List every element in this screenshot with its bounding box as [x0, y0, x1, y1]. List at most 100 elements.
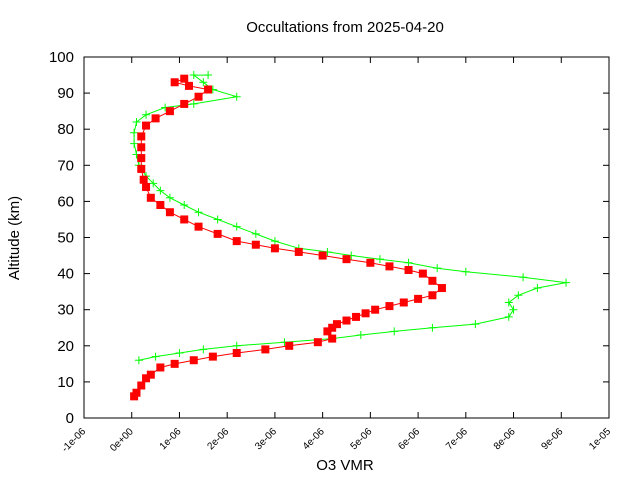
data-point	[189, 99, 198, 108]
data-point	[180, 201, 189, 210]
data-point	[332, 320, 341, 329]
data-point	[504, 312, 513, 321]
x-tick-label: 9e-06	[540, 426, 566, 452]
x-tick-label: 3e-06	[253, 426, 279, 452]
y-axis: 0 10 20 30 40 50 60 70 80 90 100	[49, 49, 609, 427]
data-point	[194, 208, 203, 217]
data-point	[189, 71, 198, 80]
y-tick-label: 0	[66, 410, 74, 427]
data-point	[199, 78, 208, 87]
data-point	[371, 305, 380, 314]
data-point	[180, 74, 189, 83]
data-point	[180, 215, 189, 224]
data-point	[185, 81, 193, 90]
y-tick-label: 50	[57, 230, 74, 247]
y-axis-label: Altitude (km)	[6, 196, 23, 280]
x-tick-label: 1e-06	[158, 426, 184, 452]
y-tick-label: 60	[57, 193, 74, 210]
x-axis-label: O3 VMR	[316, 457, 374, 474]
data-point	[562, 278, 571, 287]
data-point	[213, 229, 222, 238]
data-point	[232, 222, 241, 231]
data-point	[199, 345, 208, 354]
data-point	[137, 143, 146, 152]
series-1	[130, 74, 446, 401]
series-line	[133, 74, 567, 361]
data-point	[270, 244, 279, 253]
y-tick-label: 10	[57, 374, 74, 391]
data-point	[251, 240, 260, 249]
y-tick-label: 90	[57, 85, 74, 102]
x-tick-label: 1e-05	[587, 426, 613, 452]
data-point	[414, 294, 423, 303]
data-point	[175, 349, 184, 358]
data-point	[504, 298, 513, 307]
data-point	[342, 316, 351, 325]
data-point	[418, 269, 427, 278]
data-point	[514, 291, 523, 300]
data-point	[342, 255, 351, 264]
data-point	[137, 154, 146, 163]
data-point	[251, 229, 260, 238]
data-point	[375, 255, 384, 264]
data-point	[294, 247, 303, 256]
x-tick-label: 2e-06	[205, 426, 231, 452]
data-point	[261, 345, 270, 354]
data-point	[356, 330, 365, 339]
data-point	[385, 262, 394, 271]
data-point	[270, 237, 279, 246]
data-point	[519, 273, 528, 282]
data-point	[313, 338, 322, 347]
data-point	[328, 323, 337, 332]
data-point	[428, 276, 437, 285]
chart-title: Occultations from 2025-04-20	[246, 19, 444, 36]
y-tick-label: 100	[49, 49, 74, 66]
data-point	[194, 222, 203, 231]
data-point	[533, 284, 542, 293]
data-point	[151, 352, 160, 361]
data-point	[428, 323, 437, 332]
data-point	[130, 128, 139, 137]
data-point	[328, 334, 337, 343]
x-tick-label: 4e-06	[301, 426, 327, 452]
data-point	[232, 237, 241, 246]
data-point	[132, 117, 141, 126]
data-point	[213, 215, 222, 224]
data-point	[137, 381, 146, 390]
data-point	[194, 92, 203, 101]
data-point	[204, 85, 213, 94]
data-point	[390, 327, 399, 336]
data-point	[170, 78, 179, 87]
x-tick-label: 6e-06	[396, 426, 422, 452]
data-point	[208, 352, 217, 361]
y-tick-label: 30	[57, 302, 74, 319]
data-point	[151, 114, 160, 123]
data-point	[156, 363, 165, 372]
data-point	[404, 258, 413, 267]
data-point	[204, 71, 213, 80]
data-point	[428, 291, 437, 300]
data-point	[471, 320, 480, 329]
data-point	[146, 193, 155, 202]
data-point	[361, 309, 370, 318]
data-point	[142, 374, 151, 383]
data-point	[509, 305, 518, 314]
data-point	[318, 251, 327, 260]
data-point	[139, 175, 148, 184]
x-tick-label: 8e-06	[492, 426, 518, 452]
data-point	[165, 193, 174, 202]
data-point	[165, 107, 174, 116]
data-point	[437, 284, 446, 293]
data-point	[142, 182, 151, 191]
data-point	[165, 208, 174, 217]
data-point	[146, 370, 155, 379]
data-point	[189, 356, 198, 365]
data-point	[142, 121, 151, 130]
data-point	[170, 359, 179, 368]
data-point	[366, 258, 375, 267]
data-point	[352, 312, 361, 321]
data-point	[132, 388, 141, 397]
data-point	[149, 179, 158, 188]
series-layer	[130, 71, 571, 401]
